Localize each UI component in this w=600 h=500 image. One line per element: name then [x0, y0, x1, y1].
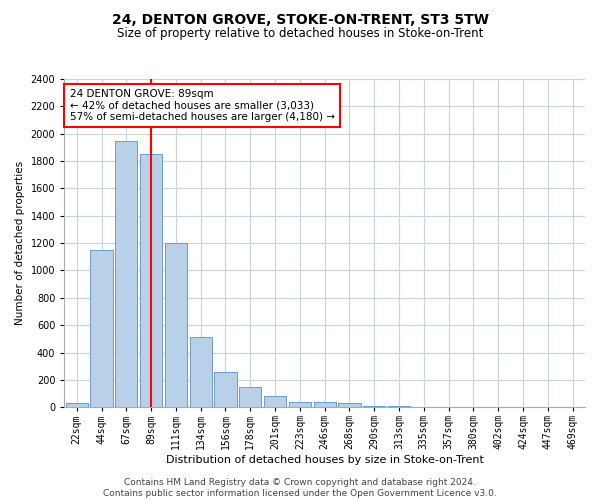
- Bar: [437, 406, 460, 407]
- Bar: [562, 406, 584, 407]
- Bar: [91, 250, 113, 407]
- Bar: [338, 403, 361, 407]
- Bar: [363, 406, 385, 407]
- Bar: [239, 386, 262, 407]
- Bar: [536, 406, 559, 407]
- Bar: [512, 406, 534, 407]
- Bar: [165, 243, 187, 407]
- Bar: [214, 372, 236, 407]
- Text: Contains HM Land Registry data © Crown copyright and database right 2024.
Contai: Contains HM Land Registry data © Crown c…: [103, 478, 497, 498]
- Bar: [413, 406, 435, 407]
- Bar: [487, 406, 509, 407]
- Text: 24 DENTON GROVE: 89sqm
← 42% of detached houses are smaller (3,033)
57% of semi-: 24 DENTON GROVE: 89sqm ← 42% of detached…: [70, 89, 335, 122]
- Bar: [462, 406, 485, 407]
- X-axis label: Distribution of detached houses by size in Stoke-on-Trent: Distribution of detached houses by size …: [166, 455, 484, 465]
- Bar: [65, 403, 88, 407]
- Bar: [115, 140, 137, 407]
- Text: 24, DENTON GROVE, STOKE-ON-TRENT, ST3 5TW: 24, DENTON GROVE, STOKE-ON-TRENT, ST3 5T…: [112, 12, 488, 26]
- Bar: [264, 396, 286, 407]
- Bar: [289, 402, 311, 407]
- Y-axis label: Number of detached properties: Number of detached properties: [15, 161, 25, 325]
- Bar: [140, 154, 162, 407]
- Bar: [314, 402, 336, 407]
- Bar: [190, 338, 212, 407]
- Text: Size of property relative to detached houses in Stoke-on-Trent: Size of property relative to detached ho…: [117, 28, 483, 40]
- Bar: [388, 406, 410, 407]
